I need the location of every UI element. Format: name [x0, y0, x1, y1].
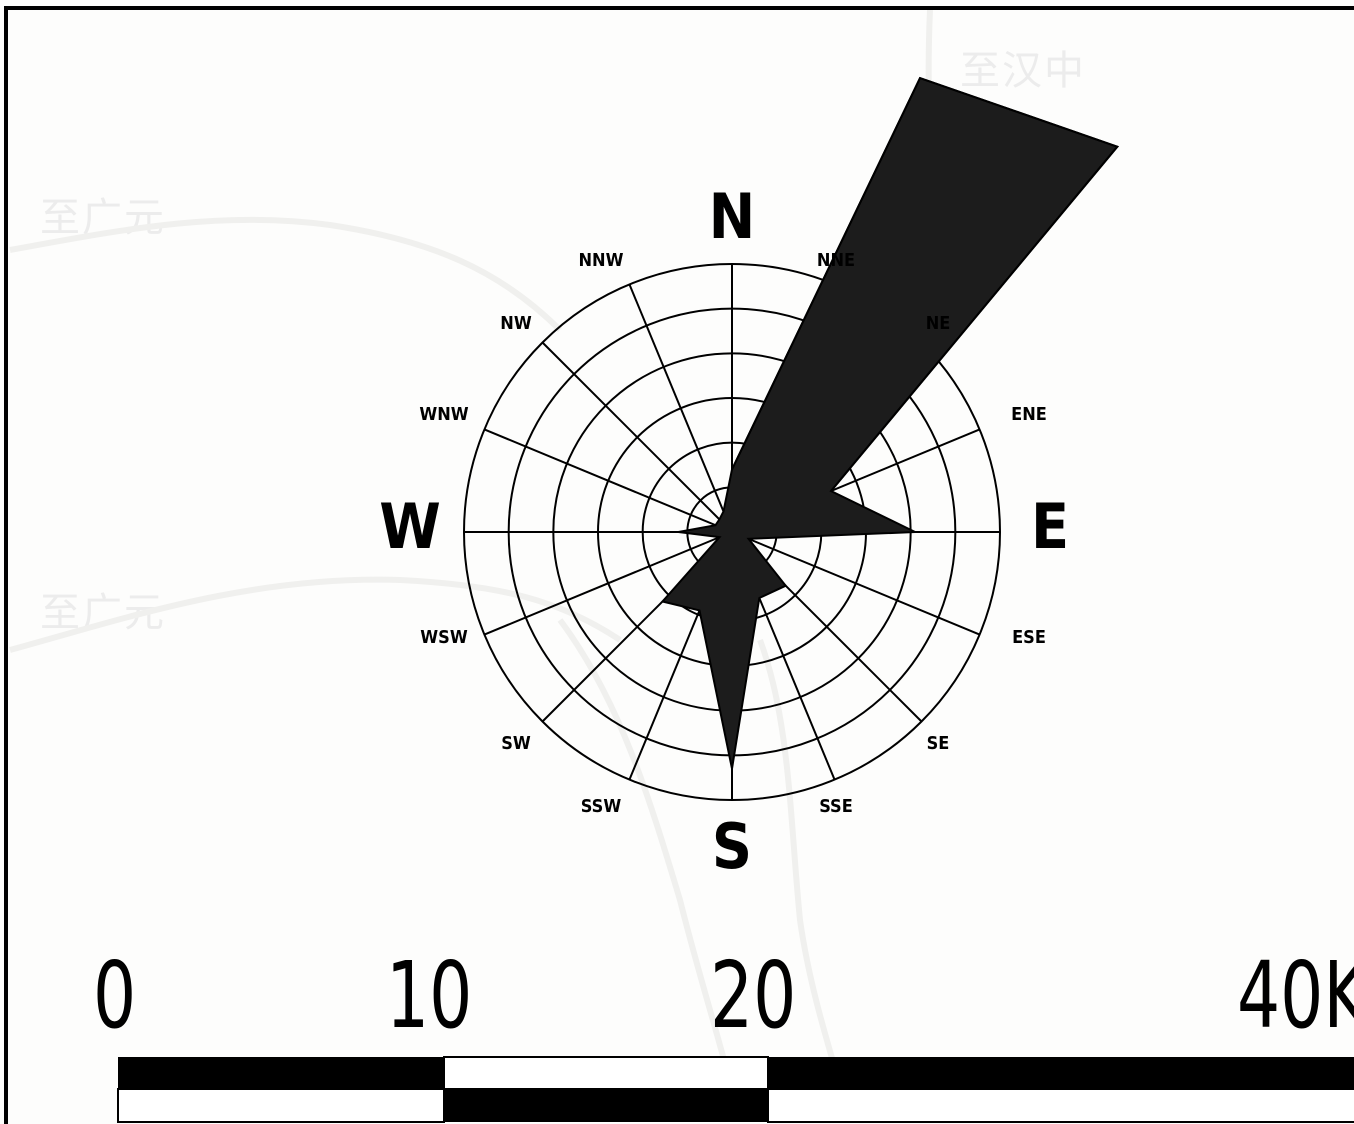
- direction-label-wnw: WNW: [419, 404, 468, 425]
- cardinal-label-s: S: [712, 810, 752, 883]
- cardinal-label-e: E: [1031, 490, 1069, 563]
- rose-spoke-ese: [731, 531, 980, 636]
- direction-label-nne: NNE: [817, 250, 855, 271]
- rose-spoke-wnw: [484, 428, 733, 533]
- scale-bar-bottom-segment-2: [444, 1089, 768, 1122]
- rose-spoke-nw: [541, 341, 733, 533]
- scale-bar-bottom-segment-1: [117, 1088, 445, 1123]
- scale-label-40k: 40K: [1237, 942, 1354, 1049]
- scale-bar-bottom-segment-3: [767, 1088, 1354, 1123]
- cardinal-label-n: N: [709, 180, 756, 253]
- direction-label-sw: SW: [501, 733, 531, 754]
- direction-label-wsw: WSW: [420, 627, 468, 648]
- direction-label-nnw: NNW: [579, 250, 624, 271]
- scale-bar-top-segment-2: [443, 1056, 769, 1090]
- wind-frequency-outline: [731, 76, 1120, 492]
- direction-label-ese: ESE: [1012, 627, 1046, 648]
- wind-rose-petals: [660, 76, 1120, 769]
- background-roads: [9, 9, 943, 1121]
- scale-label-0: 0: [93, 942, 137, 1049]
- cardinal-label-w: W: [379, 490, 441, 563]
- rose-spoke-nnw: [628, 284, 733, 533]
- scale-label-20: 20: [710, 942, 797, 1049]
- scale-label-10: 10: [386, 942, 473, 1049]
- scale-bar-top-segment-3: [768, 1057, 1354, 1089]
- place-label-hanzhong: 至汉中: [960, 48, 1086, 94]
- direction-label-ene: ENE: [1011, 404, 1047, 425]
- direction-label-sse: SSE: [819, 796, 853, 817]
- scale-bar: [117, 1056, 1354, 1123]
- direction-label-nw: NW: [500, 313, 532, 334]
- scale-bar-top-segment-1: [118, 1057, 444, 1089]
- rose-spoke-wsw: [484, 531, 733, 636]
- direction-label-ne: NE: [926, 313, 951, 334]
- map-border: [4, 6, 1354, 1124]
- direction-label-ssw: SSW: [581, 796, 622, 817]
- direction-label-se: SE: [927, 733, 950, 754]
